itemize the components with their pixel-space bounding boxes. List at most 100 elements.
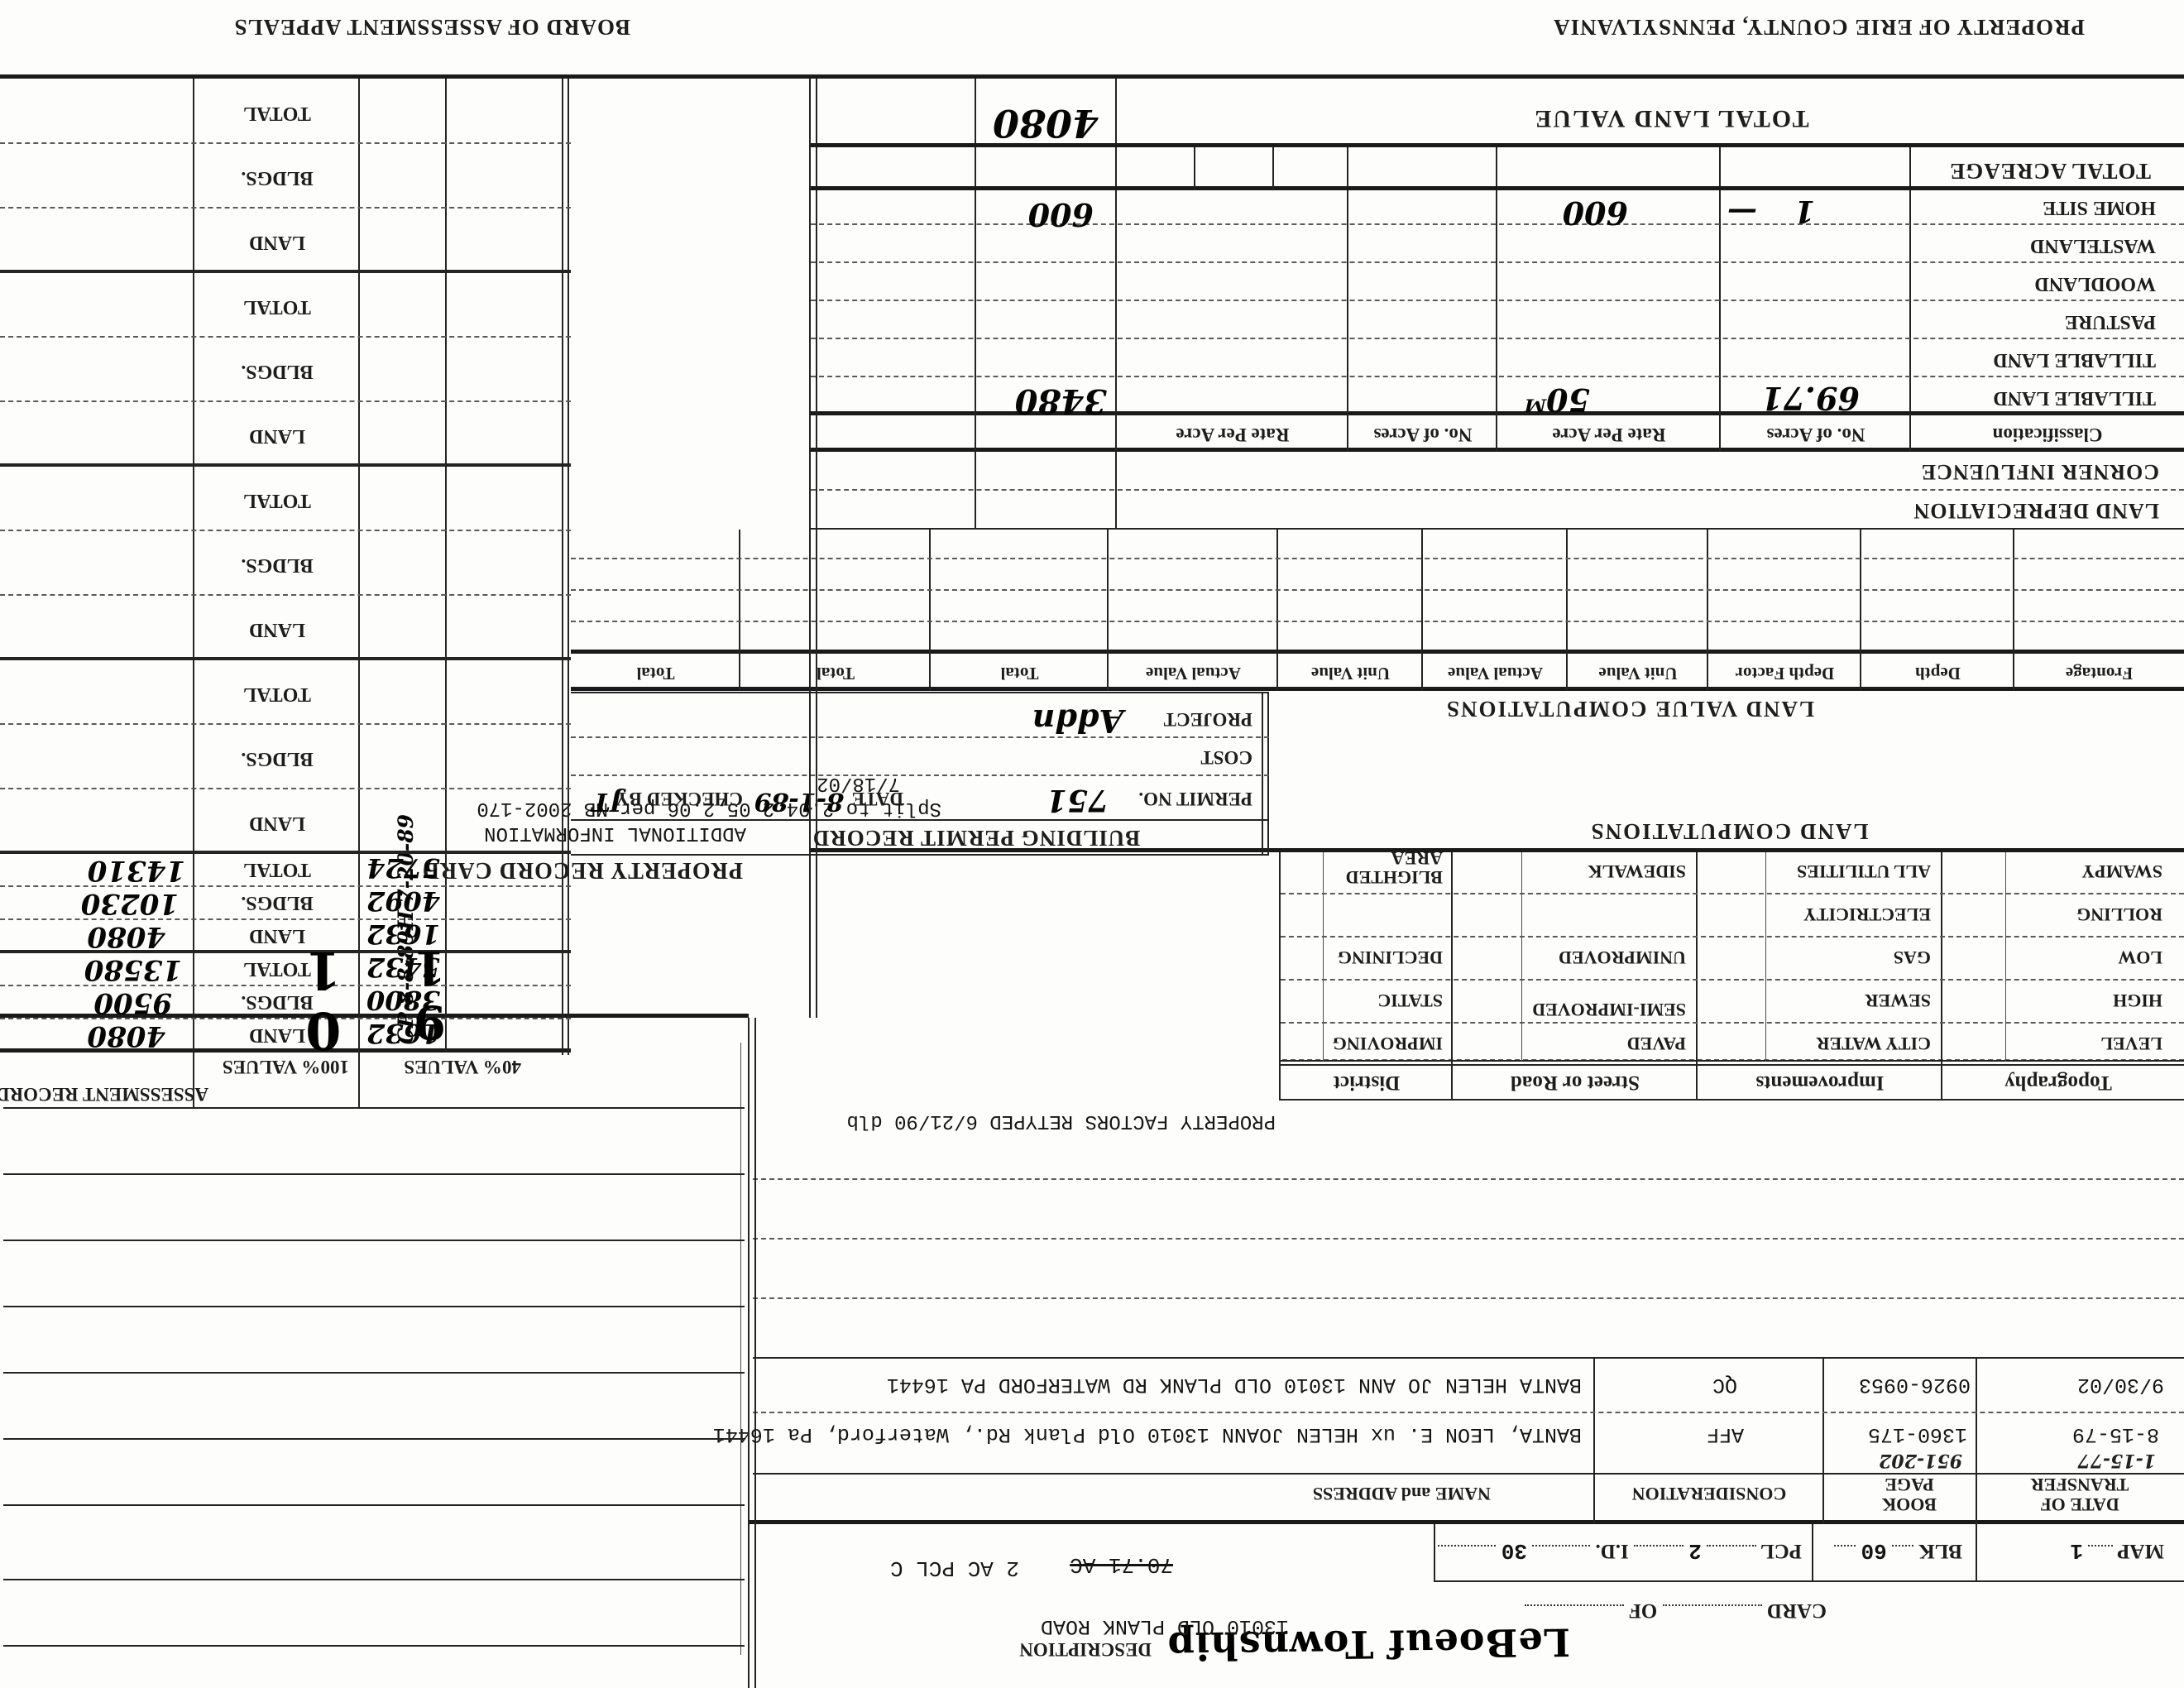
acreage-struck: 70.71 AC <box>1070 1552 1173 1577</box>
rule <box>1566 530 1568 691</box>
map-cell: MAP 1 <box>2070 1538 2164 1567</box>
rule <box>568 79 569 1055</box>
leader <box>1438 1545 1497 1567</box>
values-40-header: 40% VALUES <box>404 1057 521 1077</box>
rule <box>740 1043 741 1655</box>
rule <box>811 223 2184 225</box>
project-label: PROJECT <box>1163 709 1252 730</box>
rule <box>0 1018 571 1019</box>
g4-bldgs-label: BLDGS. <box>241 554 314 576</box>
rule <box>753 1473 2184 1475</box>
g2-total-100: 14310 <box>87 854 185 887</box>
project-value: Addn <box>1032 703 1123 740</box>
transfer-consideration-1: AFF <box>1706 1422 1744 1446</box>
rule <box>1281 1064 2184 1066</box>
rule <box>3 1107 745 1109</box>
rule <box>811 376 2184 377</box>
pcl-id-cell: PCL 2 I.D. 30 <box>1438 1538 1802 1567</box>
id-value: 30 <box>1501 1538 1527 1563</box>
rule <box>811 300 2184 301</box>
corner-influence-row: CORNER INFLUENCE <box>1920 460 2159 484</box>
class-h-acres-1: No. of Acres <box>1766 424 1866 445</box>
lvc-h-unit-value-1: Unit Value <box>1598 664 1678 683</box>
rule <box>0 207 571 209</box>
pcl-value: 2 <box>1688 1538 1702 1563</box>
lc-semi-improved: SEMI-IMPROVED <box>1532 1000 1686 1020</box>
g6-total-label: TOTAL <box>243 103 311 124</box>
transfer-consideration-2: QC <box>1712 1373 1737 1397</box>
rule <box>816 79 817 1018</box>
card-leader <box>1662 1604 1762 1627</box>
lc-all-utilities: ALL UTILITIES <box>1796 861 1931 882</box>
card-of-line: CARD OF <box>1525 1599 1827 1627</box>
permit-no-value: 751 <box>1046 783 1109 818</box>
rule <box>0 400 571 402</box>
rule <box>0 950 571 953</box>
map-value: 1 <box>2070 1538 2083 1563</box>
rule <box>1707 530 1708 691</box>
home-site-rate: 600 <box>1562 194 1628 232</box>
rule <box>1941 851 1942 1101</box>
rule <box>571 736 1269 738</box>
rule <box>1281 936 2184 938</box>
g3-land-label: LAND <box>249 813 306 834</box>
class-row-tillable-1: TILLABLE LAND <box>1993 387 2156 409</box>
rule <box>1812 1524 1813 1582</box>
leader <box>1891 1545 1913 1567</box>
rule <box>3 1372 745 1374</box>
lc-col-street: Street or Road <box>1511 1072 1640 1094</box>
lvc-h-total-2: Total <box>817 664 855 683</box>
g3-bldgs-label: BLDGS. <box>241 748 314 770</box>
year-stamp-91: 91 <box>402 940 457 1049</box>
g2-total-label: TOTAL <box>243 859 311 880</box>
rule <box>811 186 2184 190</box>
total-land-value-label: TOTAL LAND VALUE <box>1533 105 1809 132</box>
tillable-acres: 69.71 <box>1761 380 1860 417</box>
transfer-date-2: 9/30/02 <box>2076 1373 2164 1397</box>
leader <box>1707 1545 1757 1567</box>
lc-city-water: CITY WATER <box>1816 1033 1931 1054</box>
transfer-book-note: 951-202 <box>1879 1450 1962 1471</box>
lc-unimproved: UNIMPROVED <box>1559 947 1686 968</box>
lvc-title: LAND VALUE COMPUTATIONS <box>1444 697 1815 722</box>
rule <box>1521 851 1522 1062</box>
class-h-acres-2: No. of Acres <box>1373 424 1473 445</box>
rule <box>811 261 2184 263</box>
pcl-label: PCL <box>1761 1540 1802 1562</box>
home-site-acres: 1 <box>1794 194 1815 228</box>
rule <box>1976 1524 1977 1582</box>
year-stamp-01: 01 <box>293 940 354 1061</box>
rule <box>1435 1580 2184 1582</box>
g3-total-label: TOTAL <box>243 683 311 705</box>
rule <box>571 687 2184 691</box>
rule <box>0 723 571 725</box>
rule <box>1281 1060 2184 1062</box>
home-site-dash: — <box>1727 195 1757 230</box>
rule <box>0 1048 571 1053</box>
rule <box>1279 851 1281 1101</box>
transfer-col-name: NAME and ADDRESS <box>1312 1484 1491 1504</box>
leader <box>2088 1545 2114 1567</box>
rule <box>1765 851 1766 1062</box>
rule <box>1593 1357 1595 1524</box>
home-site-value: 600 <box>1027 196 1094 233</box>
rule <box>0 530 571 531</box>
rule <box>1276 530 1278 691</box>
class-h-rate-1: Rate Per Acre <box>1552 424 1666 445</box>
rule <box>0 594 571 596</box>
rule <box>0 270 571 273</box>
rule <box>811 489 2184 491</box>
description-label: DESCRIPTION <box>1019 1639 1152 1660</box>
g5-land-label: LAND <box>249 425 306 447</box>
g2-bldgs-100: 10230 <box>80 887 179 920</box>
rule <box>571 621 2184 622</box>
rule <box>571 854 1269 856</box>
lc-high: HIGH <box>2113 990 2162 1011</box>
rule <box>811 448 2184 452</box>
footer-property-of: PROPERTY OF ERIE COUNTY, PENNSYLVANIA <box>1553 15 2085 40</box>
lc-sidewalk: SIDEWALK <box>1588 861 1686 882</box>
class-row-home-site: HOME SITE <box>2043 197 2156 218</box>
lc-gas: GAS <box>1893 947 1931 968</box>
class-row-tillable-2: TILLABLE LAND <box>1993 349 2156 371</box>
